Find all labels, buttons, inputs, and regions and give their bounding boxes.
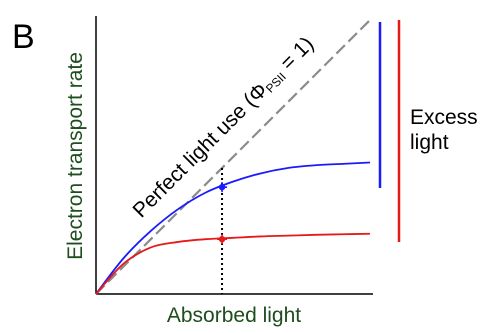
x-axis-label: Absorbed light: [167, 304, 301, 327]
marker-point-blue: [217, 182, 228, 193]
series-line-red: [95, 232, 371, 295]
perfect-light-use-label: Perfect light use (ΦPSII = 1): [128, 32, 319, 223]
excess-light-label-line2: light: [410, 131, 449, 154]
marker-point-red: [217, 234, 228, 245]
series-line-blue: [95, 161, 371, 295]
ref-label-main: Perfect light use (Φ: [128, 79, 272, 223]
perfect-light-use-line: [95, 19, 371, 295]
y-axis-label: Electron transport rate: [64, 52, 87, 260]
excess-light-label-line1: Excess: [410, 106, 478, 129]
panel-letter: B: [12, 18, 35, 56]
